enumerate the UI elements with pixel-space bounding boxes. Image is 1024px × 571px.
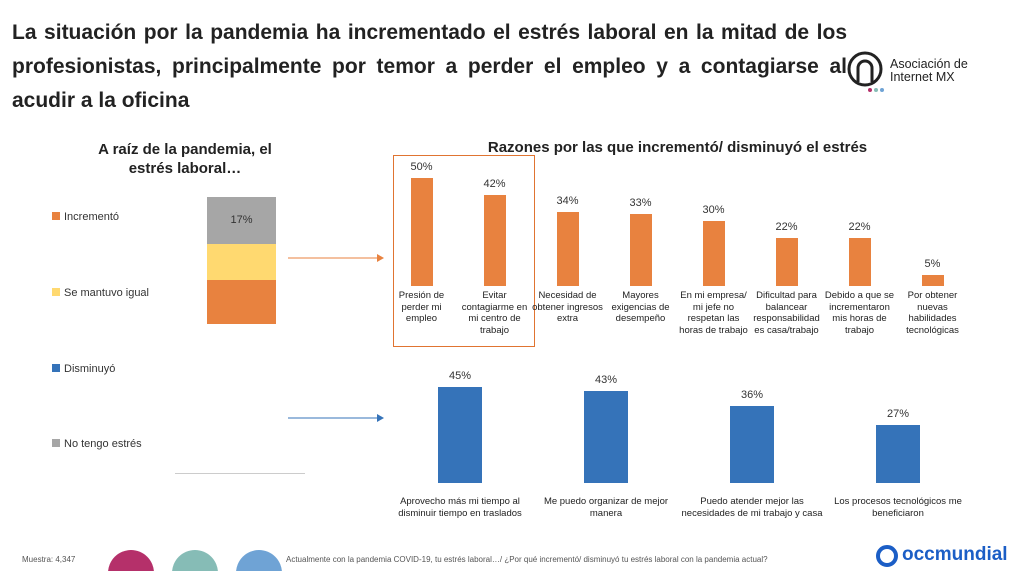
deco-circle <box>236 550 282 571</box>
category-label: Los procesos tecnológicos me beneficiaro… <box>834 496 962 519</box>
legend-label: Incrementó <box>64 211 120 223</box>
value-label: 43% <box>594 374 618 387</box>
bar <box>775 238 798 286</box>
highlight-box <box>393 155 535 347</box>
legend-label: No tengo estrés <box>64 438 142 450</box>
bar <box>921 275 944 286</box>
legend-swatch <box>52 439 60 447</box>
legend-swatch <box>52 212 60 220</box>
bar <box>584 391 628 483</box>
value-label: 22% <box>775 221 798 234</box>
chart-title: Razones por las que incrementó/ disminuy… <box>487 139 868 156</box>
page-title: La situación por la pandemia ha incremen… <box>12 21 847 112</box>
value-label: 42% <box>483 177 506 190</box>
value-label: 17% <box>230 214 253 227</box>
category-label: Aprovecho más mi tiempo al disminuir tie… <box>398 496 522 519</box>
category-label: En mi empresa/ mi jefe no respetan las h… <box>679 290 748 336</box>
deco-circle <box>172 550 218 571</box>
bar <box>876 425 920 483</box>
bar <box>438 387 482 483</box>
chart-title: A raíz de la pandemia, el estrés laboral… <box>98 141 272 177</box>
value-label: 34% <box>556 195 579 208</box>
category-label: Necesidad de obtener ingresos extra <box>532 290 603 324</box>
category-label: Evitar contagiarme en mi centro de traba… <box>461 290 528 336</box>
value-label: 36% <box>740 389 764 402</box>
legend-swatch <box>52 288 60 296</box>
bar <box>483 194 506 286</box>
bar <box>848 238 871 286</box>
category-label: Debido a que se incrementaron mis horas … <box>824 290 895 336</box>
value-label: 50% <box>410 160 433 173</box>
legend-swatch <box>52 364 60 372</box>
baseline <box>175 473 305 474</box>
bar <box>410 177 433 286</box>
category-label: Presión de perder mi empleo <box>398 290 445 324</box>
sample: Muestra: 4,347 <box>22 555 76 564</box>
value-label: 45% <box>448 370 472 383</box>
question: Actualmente con la pandemia COVID-19, tu… <box>286 555 768 564</box>
deco-circle <box>108 550 154 571</box>
value-label: 27% <box>886 408 910 421</box>
bar <box>730 406 774 483</box>
category-label: Puedo atender mejor las necesidades de m… <box>681 496 823 519</box>
brand: occmundial <box>902 544 1008 565</box>
value-label: 30% <box>702 203 725 216</box>
bar-segment <box>207 197 276 244</box>
arrows <box>288 254 384 422</box>
bar <box>629 214 652 286</box>
value-label: 5% <box>924 258 941 271</box>
logo-icon <box>847 51 884 92</box>
brand-icon <box>876 545 898 567</box>
value-label: 33% <box>629 197 652 210</box>
legend-label: Se mantuvo igual <box>64 287 149 299</box>
logo-text: Asociación de Internet MX <box>890 57 968 84</box>
category-label: Me puedo organizar de mejor manera <box>543 496 669 519</box>
value-label: 22% <box>848 221 871 234</box>
legend-label: Disminuyó <box>64 363 116 375</box>
bar <box>702 220 725 286</box>
bar <box>556 212 579 286</box>
category-label: Dificultad para balancear responsabilida… <box>753 290 820 336</box>
category-label: Mayores exigencias de desempeño <box>611 290 670 324</box>
category-label: Por obtener nuevas habilidades tecnológi… <box>906 290 959 336</box>
